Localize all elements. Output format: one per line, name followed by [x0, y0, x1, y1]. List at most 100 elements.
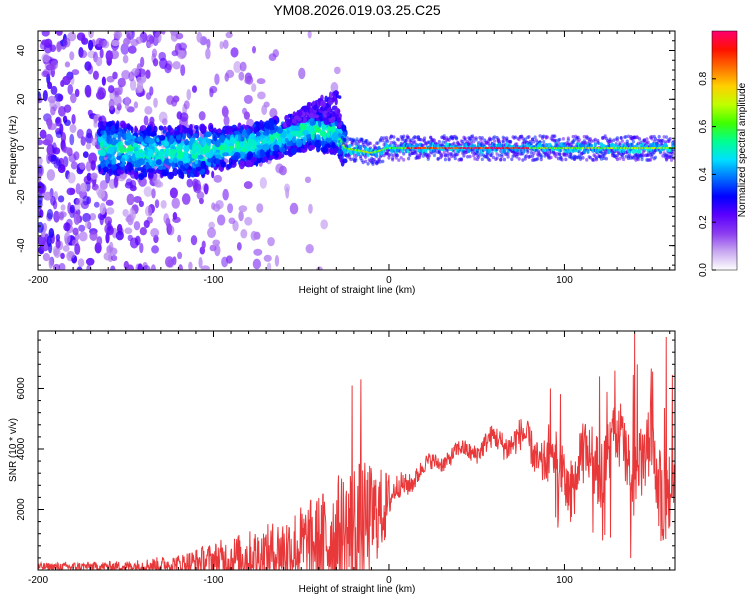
- spectrogram-cell: [314, 114, 320, 119]
- spectrogram-cell: [240, 229, 248, 239]
- spectrogram-cell: [192, 178, 199, 189]
- spectrogram-cell: [242, 142, 248, 150]
- spectrogram-cell: [219, 41, 224, 50]
- spectrogram-cell: [122, 208, 129, 217]
- spectrogram-cell: [60, 252, 65, 260]
- spectrogram-cell: [278, 165, 287, 176]
- spectrogram-cell: [263, 143, 270, 151]
- spectrogram-cell: [397, 137, 401, 142]
- spectrogram-cell: [105, 121, 113, 128]
- spectrogram-cell: [375, 152, 379, 158]
- spectrogram-cell: [291, 118, 297, 124]
- spectrogram-cell: [236, 140, 240, 149]
- spectrogram-cell: [240, 125, 244, 131]
- spectrogram-cell: [163, 213, 170, 224]
- spectrogram-cell: [89, 213, 97, 221]
- spectrogram-cell: [520, 149, 524, 153]
- spectrogram-cell: [81, 34, 86, 45]
- spectrogram-cell: [106, 75, 115, 83]
- spectrogram-cell: [198, 257, 203, 269]
- spectrogram-cell: [84, 220, 91, 229]
- spectrogram-cell: [598, 154, 602, 158]
- spectrogram-cell: [236, 242, 242, 251]
- spectrogram-cell: [539, 153, 543, 158]
- spectrogram-cell: [305, 244, 314, 254]
- spectrogram-cell: [244, 216, 253, 226]
- spectrogram-cell: [201, 240, 206, 249]
- spectrogram-cell: [615, 136, 620, 140]
- spectrogram-cell: [69, 133, 75, 146]
- spectrogram-cell: [257, 91, 266, 100]
- spectrogram-cell: [107, 152, 112, 160]
- spectrogram-cell: [86, 264, 92, 270]
- spectrogram-cell: [501, 144, 505, 148]
- spectrogram-cell: [52, 263, 61, 270]
- spectrogram-cell: [105, 232, 110, 244]
- spectrogram-cell: [143, 170, 147, 177]
- spectrogram-cell: [310, 131, 315, 141]
- spectrogram-cell: [585, 158, 589, 162]
- spectrogram-cell: [167, 225, 175, 236]
- spectrogram-cell: [641, 153, 645, 158]
- spectrogram-cell: [117, 77, 126, 88]
- spectrogram-cell: [409, 138, 413, 142]
- spectrogram-cell: [309, 107, 313, 114]
- spectrogram-cell: [437, 139, 441, 144]
- spectrogram-cell: [150, 228, 160, 238]
- spectrogram-cell: [142, 265, 151, 270]
- spectrogram-heatmap: [38, 31, 675, 270]
- spectrogram-x-tick-label: -100: [203, 275, 223, 286]
- spectrogram-cell: [669, 158, 674, 162]
- spectrogram-cell: [113, 31, 123, 39]
- spectrogram-cell: [239, 61, 247, 72]
- spectrogram-cell: [90, 160, 96, 171]
- spectrogram-cell: [312, 104, 318, 111]
- spectrogram-y-label: Frequency (Hz): [8, 116, 19, 185]
- spectrogram-cell: [307, 102, 312, 107]
- spectrogram-cell: [146, 125, 152, 133]
- spectrogram-cell: [88, 31, 94, 39]
- spectrogram-cell: [602, 156, 606, 161]
- spectrogram-cell: [189, 124, 193, 130]
- spectrogram-cell: [256, 78, 266, 85]
- spectrogram-cell: [553, 151, 557, 156]
- spectrogram-cell: [323, 117, 330, 126]
- spectrogram-cell: [308, 203, 313, 214]
- spectrogram-cell: [67, 172, 76, 184]
- spectrogram-cell: [161, 139, 165, 146]
- spectrogram-cell: [558, 137, 562, 142]
- spectrogram-cell: [98, 116, 103, 123]
- spectrogram-cell: [110, 265, 116, 270]
- spectrogram-cell: [193, 125, 199, 130]
- spectrogram-cell: [143, 219, 150, 229]
- spectrogram-cell: [364, 159, 368, 164]
- spectrogram-cell: [113, 94, 122, 107]
- spectrogram-cell: [200, 160, 206, 170]
- spectrogram-cell: [259, 177, 267, 189]
- spectrogram-cell: [86, 196, 92, 205]
- spectrogram-cell: [336, 117, 342, 124]
- spectrogram-cell: [427, 153, 432, 158]
- spectrogram-cell: [650, 155, 654, 159]
- spectrogram-cell: [361, 160, 365, 165]
- spectrogram-cell: [415, 143, 419, 149]
- spectrogram-cell: [322, 110, 329, 118]
- spectrogram-cell: [637, 137, 642, 141]
- spectrogram-cell: [219, 134, 226, 144]
- spectrogram-cell: [453, 156, 457, 161]
- spectrogram-cell: [158, 134, 166, 141]
- spectrogram-cell: [139, 158, 145, 166]
- spectrogram-cell: [205, 131, 212, 138]
- spectrogram-cell: [360, 137, 364, 142]
- spectrogram-cell: [342, 144, 345, 147]
- spectrogram-cell: [74, 232, 80, 241]
- spectrogram-cell: [578, 155, 583, 160]
- spectrogram-cell: [173, 130, 181, 136]
- spectrogram-cell: [250, 156, 257, 163]
- spectrogram-cell: [303, 117, 307, 124]
- spectrogram-cell: [137, 136, 144, 143]
- spectrogram-cell: [68, 251, 76, 259]
- spectrogram-cell: [352, 139, 357, 143]
- spectrogram-cell: [246, 128, 251, 136]
- spectrogram-cell: [177, 125, 181, 132]
